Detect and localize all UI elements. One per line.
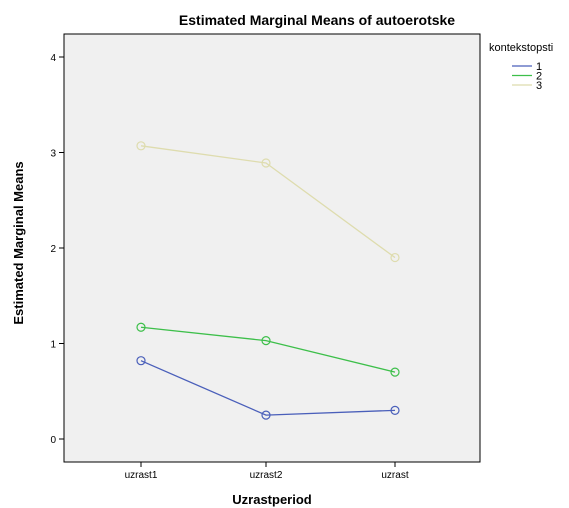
series-line xyxy=(140,360,396,416)
y-tick-label: 0 xyxy=(50,435,56,446)
y-tick-label: 4 xyxy=(50,53,56,64)
series-line xyxy=(140,145,396,259)
series-3 xyxy=(136,141,400,263)
data-point xyxy=(136,141,146,151)
series-layer xyxy=(136,141,400,420)
series-line xyxy=(140,326,396,373)
data-point xyxy=(261,336,271,346)
legend: kontekstopsti 123 xyxy=(489,42,553,92)
plot-area xyxy=(63,33,481,463)
x-axis-label: Uzrastperiod xyxy=(232,492,312,507)
y-axis: 0 1 2 3 4 xyxy=(50,53,64,446)
y-tick-label: 3 xyxy=(50,149,56,160)
data-point xyxy=(136,356,146,366)
legend-item-label: 1 xyxy=(536,61,542,73)
data-point xyxy=(390,367,400,377)
data-point xyxy=(261,158,271,168)
y-tick-label: 1 xyxy=(50,340,56,351)
data-point xyxy=(390,252,400,263)
x-tick-label: uzrast2 xyxy=(250,470,283,481)
data-point xyxy=(390,405,400,415)
series-1 xyxy=(136,356,400,420)
legend-title: kontekstopsti xyxy=(489,42,553,54)
y-axis-label: Estimated Marginal Means xyxy=(11,161,26,324)
legend-item-label: 2 xyxy=(536,71,542,83)
data-point xyxy=(136,322,146,332)
x-tick-label: uzrast1 xyxy=(125,470,158,481)
data-point xyxy=(261,410,271,420)
legend-item-label: 3 xyxy=(536,80,542,92)
series-2 xyxy=(136,322,400,377)
y-tick-label: 2 xyxy=(50,244,56,255)
x-axis: uzrast1 uzrast2 uzrast xyxy=(125,462,409,481)
chart-title: Estimated Marginal Means of autoerotske xyxy=(179,12,455,28)
x-tick-label: uzrast xyxy=(381,470,408,481)
